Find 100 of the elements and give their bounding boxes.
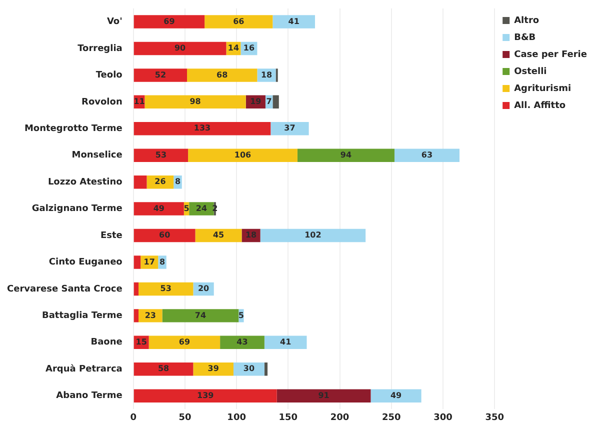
x-tick-label: 0 (130, 412, 136, 423)
data-label: 69 (164, 16, 176, 26)
bar (394, 148, 460, 162)
data-label: 98 (190, 97, 202, 106)
data-label: 41 (288, 16, 300, 26)
data-label: 17 (144, 257, 155, 266)
y-tick-label: Rovolon (82, 97, 122, 108)
data-label: 53 (155, 150, 167, 160)
data-label: 18 (245, 230, 258, 240)
bar (370, 389, 422, 402)
bar (134, 228, 196, 242)
y-tick-label: Torreglia (78, 44, 122, 54)
y-tick-label: Este (100, 230, 122, 241)
data-label: 106 (234, 150, 252, 160)
data-label: 43 (236, 337, 248, 346)
bar (134, 42, 226, 56)
data-label: 53 (160, 284, 172, 294)
data-label: 58 (158, 364, 170, 374)
legend-label: All. Affitto (514, 100, 566, 111)
y-tick-label: Lozzo Atestino (48, 177, 122, 188)
data-label: 52 (154, 70, 166, 80)
y-tick-label: Vo' (106, 17, 122, 28)
bar (195, 228, 242, 242)
data-label: 5 (238, 310, 244, 320)
bar (162, 309, 239, 322)
bar (276, 389, 371, 402)
legend-label: Case per Ferie (514, 50, 587, 60)
y-tick-label: Arquà Petrarca (46, 363, 122, 374)
data-label: 69 (178, 337, 190, 346)
data-label: 102 (304, 230, 322, 240)
bar (193, 362, 234, 376)
y-tick-label: Teolo (96, 70, 122, 81)
data-label: 26 (154, 177, 166, 186)
data-label: 94 (340, 150, 352, 160)
bar (297, 148, 394, 162)
x-tick-label: 250 (382, 412, 401, 423)
data-label: 24 (196, 204, 208, 213)
legend-label: B&B (514, 32, 536, 43)
data-label: 23 (144, 310, 156, 320)
bar (134, 309, 139, 322)
legend-label: Ostelli (514, 66, 547, 77)
data-label: 60 (159, 230, 171, 240)
bar (220, 336, 264, 350)
legend-label: Altro (514, 16, 540, 26)
data-label: 90 (174, 44, 186, 53)
x-tick-label: 200 (330, 412, 350, 423)
data-label: 63 (421, 150, 433, 160)
data-label: 15 (136, 337, 148, 346)
y-tick-label: Montegrotto Terme (24, 124, 122, 134)
y-tick-label: Cervarese Santa Croce (6, 284, 122, 294)
data-label: 133 (194, 124, 211, 133)
bar (134, 122, 271, 136)
y-tick-label: Battaglia Terme (42, 311, 122, 322)
data-label: 49 (390, 390, 402, 400)
data-label: 45 (212, 230, 225, 240)
bar (138, 282, 194, 296)
x-tick-label: 350 (485, 412, 504, 423)
y-tick-label: Monselice (72, 150, 122, 161)
data-label: 66 (233, 16, 245, 26)
x-tick-label: 100 (227, 412, 246, 423)
y-tick-label: Abano Terme (56, 391, 122, 402)
bar (204, 15, 273, 28)
y-tick-label: Galzignano Terme (32, 204, 122, 214)
legend-label: Agriturismi (514, 84, 572, 94)
data-label: 19 (250, 97, 262, 106)
data-label: 8 (174, 177, 181, 186)
bar (260, 228, 366, 242)
bar (144, 95, 246, 109)
bar (134, 148, 188, 162)
bar (264, 336, 307, 350)
bar (134, 389, 277, 402)
data-label: 14 (228, 44, 240, 53)
data-label: 139 (196, 390, 214, 400)
bar (270, 122, 309, 136)
bar (272, 15, 316, 28)
data-label: 18 (260, 70, 272, 80)
data-label: 7 (266, 97, 272, 106)
x-tick-label: 300 (434, 412, 452, 423)
bar (134, 282, 139, 296)
bar (134, 362, 194, 376)
data-label: 49 (153, 204, 165, 213)
bar (148, 336, 220, 350)
data-label: 11 (134, 97, 146, 106)
data-label: 16 (243, 44, 255, 53)
data-label: 68 (216, 70, 228, 80)
x-tick-label: 50 (178, 412, 192, 423)
data-label: 5 (184, 204, 190, 213)
x-tick-label: 150 (278, 412, 298, 423)
bar (272, 95, 279, 109)
data-label: 39 (208, 364, 220, 374)
bar (134, 256, 141, 269)
bar (187, 68, 258, 82)
data-label: 74 (194, 310, 206, 320)
bar (264, 362, 268, 376)
data-label: 91 (318, 390, 330, 400)
y-tick-label: Cinto Euganeo (48, 258, 122, 268)
data-label: 41 (280, 337, 292, 346)
bar (134, 175, 147, 189)
bar (134, 15, 205, 28)
bar (134, 202, 184, 216)
